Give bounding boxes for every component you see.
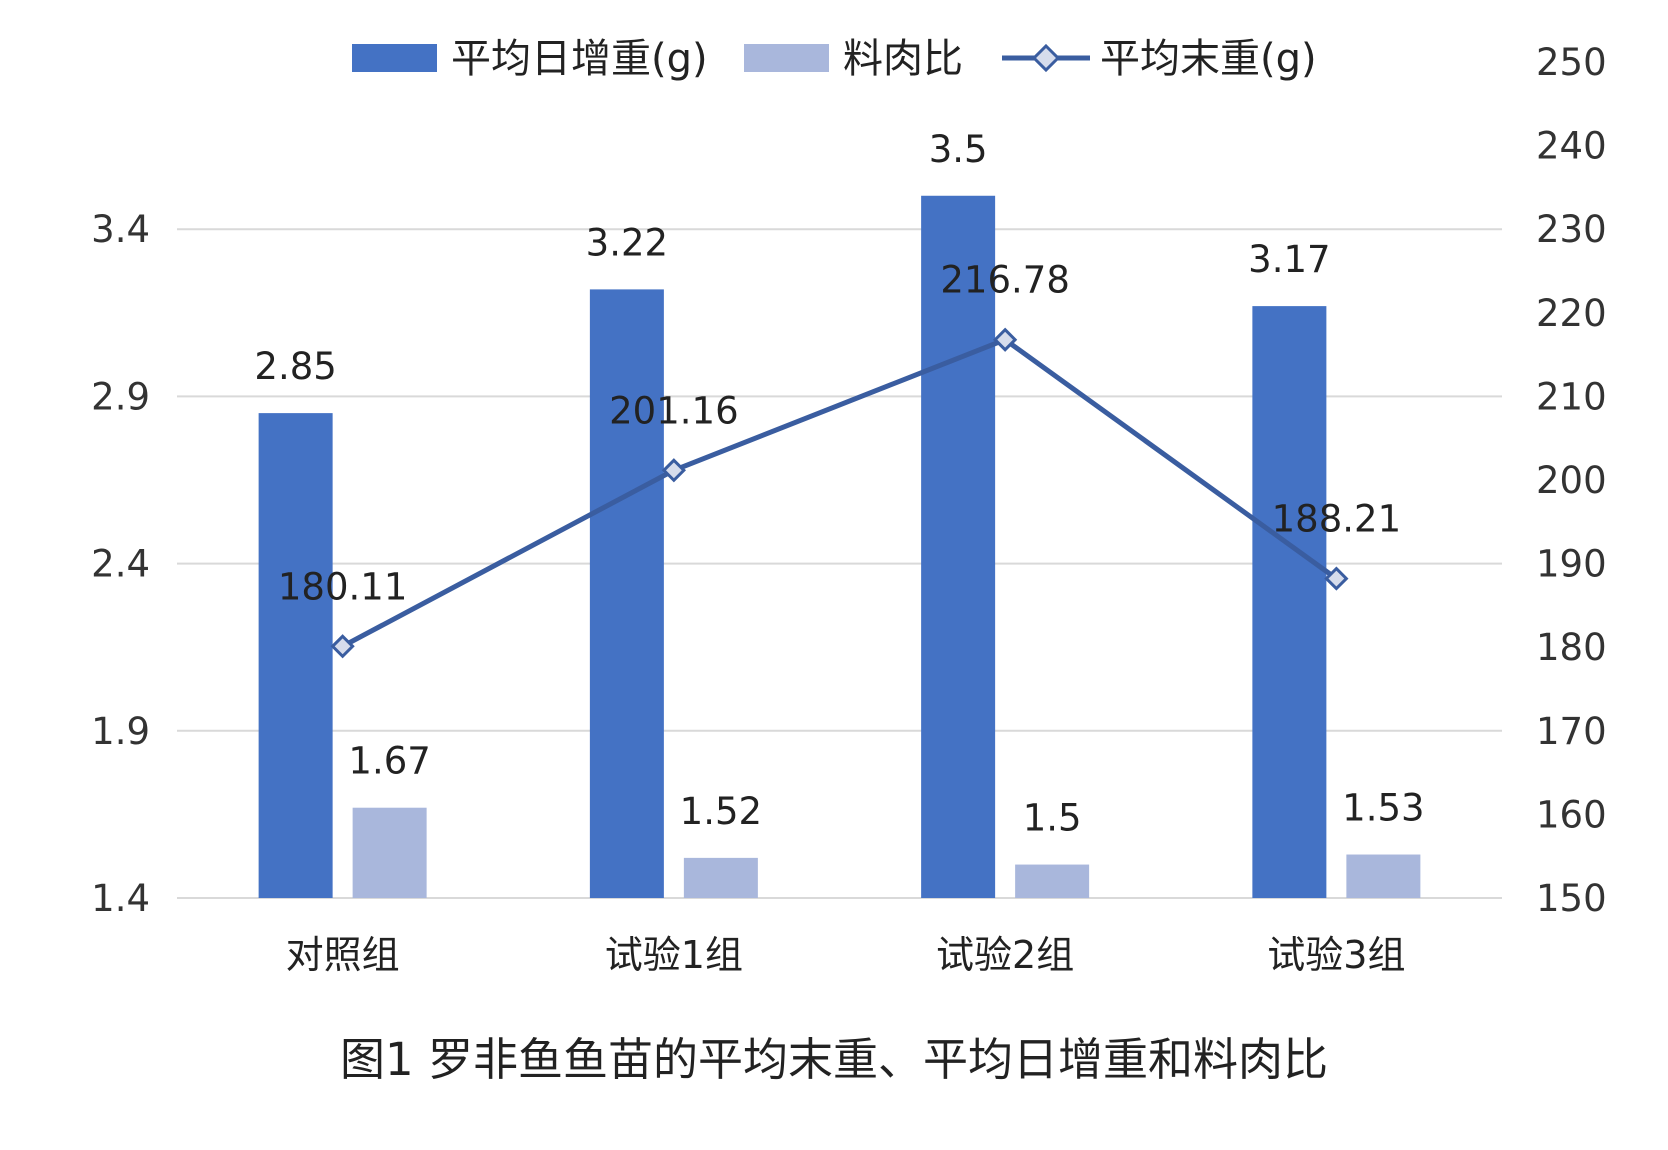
bar-feed-ratio xyxy=(352,807,427,898)
bar-daily-gain xyxy=(258,413,333,898)
data-label-final-weight: 180.11 xyxy=(278,565,407,608)
line-series xyxy=(330,327,1349,659)
data-label-feed-ratio: 1.53 xyxy=(1342,787,1424,830)
data-label-feed-ratio: 1.52 xyxy=(680,790,762,833)
figure-caption: 图1 罗非鱼鱼苗的平均末重、平均日增重和料肉比 xyxy=(340,1033,1328,1086)
left-tick-label: 2.9 xyxy=(91,375,150,418)
data-label-daily-gain: 3.5 xyxy=(929,128,988,171)
data-labels: 2.85 1.67 3.22 1.52 3.5 1.5 3.17 1.53 180.11 201.… xyxy=(254,128,1424,840)
right-tick-label: 250 xyxy=(1536,41,1607,84)
left-axis: 1.4 1.9 2.4 2.9 3.4 xyxy=(91,208,150,920)
bar-daily-gain xyxy=(589,289,664,899)
legend-swatch-feed-ratio xyxy=(744,44,829,72)
bar-feed-ratio xyxy=(1346,854,1421,898)
category-label: 试验2组 xyxy=(936,933,1074,977)
left-tick-label: 3.4 xyxy=(91,208,150,251)
right-tick-label: 230 xyxy=(1536,208,1607,251)
legend-marker-diamond-icon xyxy=(1031,43,1061,73)
legend-label-feed-ratio: 料肉比 xyxy=(843,36,963,82)
right-tick-label: 210 xyxy=(1536,375,1607,418)
bar-daily-gain xyxy=(1252,306,1327,898)
x-axis: 对照组 试验1组 试验2组 试验3组 xyxy=(286,933,1406,977)
data-label-feed-ratio: 1.5 xyxy=(1023,797,1082,840)
right-tick-label: 240 xyxy=(1536,125,1607,168)
data-label-final-weight: 216.78 xyxy=(940,259,1069,302)
point-final-weight-diamond-icon xyxy=(661,458,686,483)
bar-feed-ratio xyxy=(1015,864,1090,898)
right-tick-label: 160 xyxy=(1536,793,1607,836)
right-tick-label: 200 xyxy=(1536,459,1607,502)
data-label-feed-ratio: 1.67 xyxy=(348,740,430,783)
legend-label-final-weight: 平均末重(g) xyxy=(1100,36,1317,82)
category-label: 试验3组 xyxy=(1267,933,1405,977)
data-label-daily-gain: 2.85 xyxy=(254,345,336,388)
data-label-final-weight: 188.21 xyxy=(1272,498,1401,541)
right-tick-label: 170 xyxy=(1536,710,1607,753)
left-tick-label: 1.9 xyxy=(91,710,150,753)
right-axis: 150 160 170 180 190 200 210 220 230 240 250 xyxy=(1536,41,1607,920)
category-label: 对照组 xyxy=(286,933,400,977)
right-tick-label: 180 xyxy=(1536,626,1607,669)
line-final-weight xyxy=(341,337,1338,649)
bars xyxy=(258,195,1421,899)
right-tick-label: 220 xyxy=(1536,292,1607,335)
category-label: 试验1组 xyxy=(605,933,743,977)
right-tick-label: 150 xyxy=(1536,877,1607,920)
legend-label-daily-gain: 平均日增重(g) xyxy=(451,36,708,82)
bar-daily-gain xyxy=(921,195,996,898)
data-label-daily-gain: 3.22 xyxy=(586,221,668,264)
point-final-weight-diamond-icon xyxy=(993,327,1018,352)
data-label-final-weight: 201.16 xyxy=(609,389,738,432)
point-final-weight-diamond-icon xyxy=(1324,566,1349,591)
bar-feed-ratio xyxy=(683,857,758,898)
legend: 平均日增重(g) 料肉比 平均末重(g) xyxy=(352,36,1317,82)
legend-swatch-daily-gain xyxy=(352,44,437,72)
left-tick-label: 1.4 xyxy=(91,877,150,920)
data-label-daily-gain: 3.17 xyxy=(1248,238,1330,281)
left-tick-label: 2.4 xyxy=(91,543,150,586)
right-tick-label: 190 xyxy=(1536,543,1607,586)
point-final-weight-diamond-icon xyxy=(330,634,355,659)
